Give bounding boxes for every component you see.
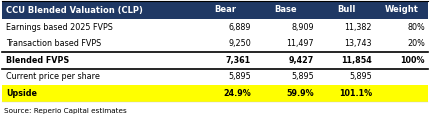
- Text: 9,427: 9,427: [289, 56, 314, 65]
- Text: Base: Base: [274, 5, 297, 15]
- Bar: [2, 68, 428, 85]
- Text: 80%: 80%: [407, 23, 425, 32]
- Text: 59.9%: 59.9%: [286, 89, 314, 98]
- Text: 5,895: 5,895: [349, 72, 372, 81]
- Bar: [2, 85, 428, 102]
- Text: 11,497: 11,497: [286, 39, 314, 48]
- Text: 9,250: 9,250: [228, 39, 251, 48]
- Text: 5,895: 5,895: [228, 72, 251, 81]
- Text: Earnings based 2025 FVPS: Earnings based 2025 FVPS: [6, 23, 113, 32]
- Text: 13,743: 13,743: [344, 39, 372, 48]
- Text: Weight: Weight: [384, 5, 418, 15]
- Text: 5,895: 5,895: [291, 72, 314, 81]
- Text: 24.9%: 24.9%: [223, 89, 251, 98]
- Text: CCU Blended Valuation (CLP): CCU Blended Valuation (CLP): [6, 5, 143, 15]
- Text: Bear: Bear: [214, 5, 236, 15]
- Text: 11,854: 11,854: [341, 56, 372, 65]
- Text: 101.1%: 101.1%: [339, 89, 372, 98]
- Bar: [2, 52, 428, 68]
- Bar: [2, 1, 428, 19]
- Text: 11,382: 11,382: [344, 23, 372, 32]
- Text: 8,909: 8,909: [292, 23, 314, 32]
- Text: Current price per share: Current price per share: [6, 72, 100, 81]
- Text: 100%: 100%: [400, 56, 425, 65]
- Bar: [2, 19, 428, 35]
- Text: 6,889: 6,889: [228, 23, 251, 32]
- Text: Transaction based FVPS: Transaction based FVPS: [6, 39, 101, 48]
- Text: 7,361: 7,361: [226, 56, 251, 65]
- Text: Blended FVPS: Blended FVPS: [6, 56, 69, 65]
- Text: 20%: 20%: [407, 39, 425, 48]
- Bar: [2, 35, 428, 52]
- Text: Upside: Upside: [6, 89, 37, 98]
- Text: Bull: Bull: [337, 5, 355, 15]
- Text: Source: Reperio Capital estimates: Source: Reperio Capital estimates: [4, 108, 127, 113]
